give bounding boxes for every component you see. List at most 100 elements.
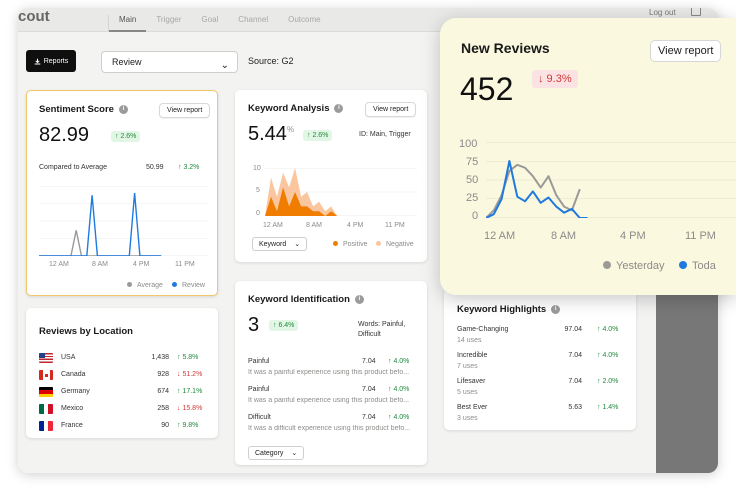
nav-channel[interactable]: Channel — [238, 15, 269, 24]
legend-dot — [679, 261, 687, 269]
flag-icon — [39, 370, 53, 380]
keyword-snippet: It was a painful experience using this p… — [248, 369, 410, 376]
legend-negative-label: Negative — [386, 241, 414, 248]
keyword-identification-title: Keyword Identification i — [248, 294, 364, 305]
info-icon[interactable]: i — [354, 295, 364, 304]
nav-trigger[interactable]: Trigger — [156, 15, 182, 24]
logout-icon[interactable] — [691, 8, 701, 16]
keyword-item[interactable]: Difficult 7.04 ↑ 4.0% It was a difficult ex… — [248, 414, 418, 438]
flag-icon — [39, 353, 53, 363]
nr-y-tick: 75 — [466, 156, 479, 168]
keyword-highlights-title: Keyword Highlights i — [457, 304, 561, 315]
new-reviews-value: 452 — [460, 71, 514, 107]
keyword-word: Difficult — [248, 414, 271, 421]
highlight-change: ↑ 4.0% — [597, 326, 619, 333]
country-name: Canada — [61, 371, 86, 378]
highlight-word: Incredible — [457, 352, 488, 359]
series-positive-area — [265, 187, 338, 216]
country-change: ↓ 15.8% — [177, 405, 203, 412]
location-row[interactable]: Germany 674 ↑ 17.1% — [39, 387, 207, 401]
ka-x-tick: 8 AM — [306, 222, 322, 229]
keyword-analysis-title: Keyword Analysis i — [248, 103, 344, 114]
location-row[interactable]: Canada 928 ↓ 51.2% — [39, 370, 207, 384]
legend-yesterday: Yesterday — [603, 260, 665, 272]
highlight-word: Best Ever — [457, 404, 488, 411]
category-dropdown-value: Category — [255, 449, 284, 457]
highlight-row[interactable]: Game-Changing 14 uses 97.04 ↑ 4.0% — [457, 326, 627, 348]
legend-dot — [333, 241, 338, 246]
nr-y-tick: 25 — [466, 192, 479, 204]
source-label: Source: G2 — [248, 56, 294, 66]
view-select[interactable]: Review ⌄ — [101, 51, 238, 73]
highlight-score: 97.04 — [564, 326, 582, 333]
highlight-row[interactable]: Incredible 7 uses 7.04 ↑ 4.0% — [457, 352, 627, 374]
highlight-uses: 7 uses — [457, 363, 478, 370]
reviews-by-location-card: Reviews by Location USA 1,438 ↑ 5.8% Canada… — [26, 308, 218, 438]
keyword-dropdown[interactable]: Keyword ⌄ — [252, 237, 308, 251]
nav-outcome[interactable]: Outcome — [288, 15, 321, 24]
view-report-button[interactable]: View report — [159, 103, 211, 118]
keyword-change: ↑ 4.0% — [388, 414, 410, 421]
nav-goal[interactable]: Goal — [201, 15, 219, 24]
legend-review: Review — [172, 282, 205, 289]
location-row[interactable]: Mexico 258 ↓ 15.8% — [39, 404, 207, 418]
keyword-word: Painful — [248, 386, 270, 393]
highlight-uses: 3 uses — [457, 415, 478, 422]
download-icon — [34, 58, 41, 64]
new-reviews-change-badge: ↓ 9.3% — [532, 70, 578, 88]
logout-link[interactable]: Log out — [649, 8, 676, 17]
ka-x-tick: 12 AM — [263, 222, 283, 229]
legend-dot — [603, 261, 611, 269]
legend-yesterday-label: Yesterday — [616, 260, 665, 272]
highlight-score: 5.63 — [568, 404, 582, 411]
keyword-score: 7.04 — [362, 414, 376, 421]
legend-today: Toda — [679, 260, 716, 272]
country-count: 928 — [157, 371, 169, 378]
country-name: USA — [61, 354, 76, 361]
keyword-change: ↑ 4.0% — [388, 386, 410, 393]
new-reviews-chart — [486, 142, 736, 218]
reports-button[interactable]: Reports — [26, 50, 76, 72]
sentiment-x-tick: 12 AM — [49, 261, 69, 268]
location-row[interactable]: USA 1,438 ↑ 5.8% — [39, 353, 207, 367]
info-icon[interactable]: i — [334, 104, 344, 113]
nr-x-tick: 12 AM — [484, 230, 516, 242]
side-panel — [656, 288, 718, 473]
category-dropdown[interactable]: Category ⌄ — [248, 446, 305, 460]
sentiment-change-badge: ↑ 2.6% — [111, 131, 141, 142]
info-icon[interactable]: i — [551, 305, 561, 314]
highlight-change: ↑ 4.0% — [597, 352, 619, 359]
keyword-item[interactable]: Painful 7.04 ↑ 4.0% It was a painful experi… — [248, 386, 418, 410]
nr-y-tick: 0 — [472, 210, 479, 222]
location-row[interactable]: France 90 ↑ 9.8% — [39, 421, 207, 435]
keyword-item[interactable]: Painful 7.04 ↑ 4.0% It was a painful experi… — [248, 358, 418, 382]
country-count: 90 — [161, 422, 169, 429]
ka-y-tick: 0 — [256, 210, 260, 217]
new-reviews-card: New Reviews View report 452 ↓ 9.3% 100 7… — [440, 18, 736, 295]
flag-icon — [39, 387, 53, 397]
keyword-highlights-card: Keyword Highlights i Game-Changing 14 use… — [444, 288, 636, 430]
highlight-row[interactable]: Best Ever 3 uses 5.63 ↑ 1.4% — [457, 404, 627, 426]
legend-review-label: Review — [182, 282, 205, 289]
view-report-button[interactable]: View report — [650, 40, 722, 62]
nr-y-tick: 100 — [459, 138, 478, 150]
highlight-row[interactable]: Lifesaver 5 uses 7.04 ↑ 2.0% — [457, 378, 627, 400]
keyword-change: ↑ 4.0% — [388, 358, 410, 365]
keyword-snippet: It was a difficult experience using this… — [248, 425, 411, 432]
keyword-analysis-title-text: Keyword Analysis — [248, 103, 330, 114]
keyword-analysis-chart — [265, 168, 417, 216]
country-change: ↑ 17.1% — [177, 388, 203, 395]
highlight-change: ↑ 2.0% — [597, 378, 619, 385]
nav-main[interactable]: Main — [109, 15, 147, 32]
sentiment-score-card: Sentiment Score i View report 82.99 ↑ 2.… — [26, 90, 218, 296]
highlight-word: Lifesaver — [457, 378, 486, 385]
legend-today-label: Toda — [692, 260, 716, 272]
legend-average-label: Average — [137, 282, 163, 289]
highlight-uses: 5 uses — [457, 389, 478, 396]
reviews-by-location-title: Reviews by Location — [39, 326, 133, 337]
nr-x-tick: 8 AM — [551, 230, 577, 242]
legend-dot — [172, 282, 177, 287]
legend-negative: Negative — [376, 241, 414, 248]
view-report-button[interactable]: View report — [365, 102, 417, 117]
info-icon[interactable]: i — [118, 105, 128, 114]
